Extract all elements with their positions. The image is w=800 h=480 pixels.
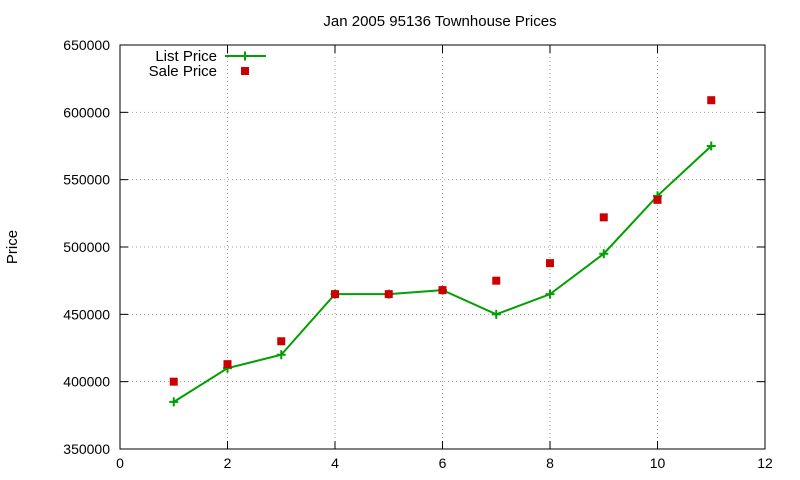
legend-marker-sale-price [241, 67, 249, 75]
y-tick-label: 350000 [63, 441, 110, 457]
list-price-point [276, 350, 286, 360]
legend-label-sale-price: Sale Price [149, 63, 217, 80]
list-price-point [706, 141, 716, 151]
sale-price-point [223, 360, 232, 369]
y-tick-label: 550000 [63, 172, 110, 188]
x-tick-label: 0 [116, 455, 124, 471]
axes: 0 2 4 6 8 10 12 350000 400000 450000 500000 550000 6… [63, 37, 773, 471]
sale-price-point [599, 213, 608, 222]
grid [120, 45, 765, 449]
sale-price-point [277, 337, 286, 346]
x-tick-label: 6 [439, 455, 447, 471]
x-tick-label: 12 [757, 455, 773, 471]
x-tick-label: 8 [546, 455, 554, 471]
sale-price-point [169, 377, 178, 386]
list-price-point [599, 249, 609, 259]
sale-price-point [492, 276, 501, 285]
legend-label-list-price: List Price [155, 48, 217, 65]
list-price-point [169, 397, 179, 407]
sale-price-point [384, 290, 393, 299]
sale-price-point [653, 195, 662, 204]
y-tick-label: 450000 [63, 306, 110, 322]
y-axis-label: Price [4, 230, 21, 264]
x-tick-label: 4 [331, 455, 339, 471]
y-tick-label: 650000 [63, 37, 110, 53]
sale-price-point [546, 259, 554, 268]
legend-marker-list-price [240, 51, 250, 61]
sale-price-point [438, 286, 447, 295]
sale-price-point [707, 96, 716, 105]
chart-title: Jan 2005 95136 Townhouse Prices [323, 13, 556, 30]
y-tick-label: 500000 [63, 239, 110, 255]
list-price-point [491, 309, 501, 319]
y-tick-label: 600000 [63, 104, 110, 120]
list-price-point [545, 289, 555, 299]
x-tick-label: 10 [650, 455, 666, 471]
sale-price-point [331, 290, 339, 299]
data-series [169, 96, 716, 407]
x-tick-label: 2 [224, 455, 232, 471]
y-tick-label: 400000 [63, 374, 110, 390]
